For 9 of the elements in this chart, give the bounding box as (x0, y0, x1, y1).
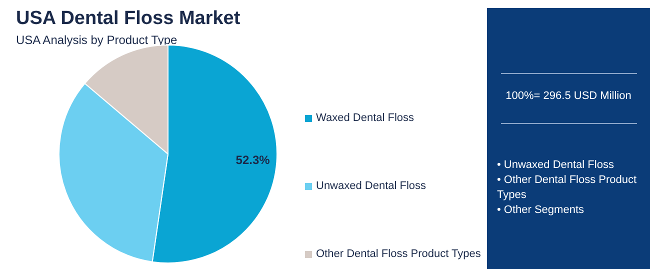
text: 100%= 296.5 USD Million (504, 90, 632, 102)
legend-label: Other Dental Floss Product Types (316, 248, 481, 260)
text: • Other Dental Floss Product Types (497, 173, 638, 203)
text: • Other Segments (497, 203, 586, 218)
chart-title: USA Dental Floss Market (16, 8, 240, 30)
text: • Unwaxed Dental Floss (497, 158, 615, 173)
data-label: 52.3% (236, 153, 270, 168)
legend-label: Waxed Dental Floss (316, 112, 414, 124)
legend-label: Unwaxed Dental Floss (316, 180, 426, 192)
